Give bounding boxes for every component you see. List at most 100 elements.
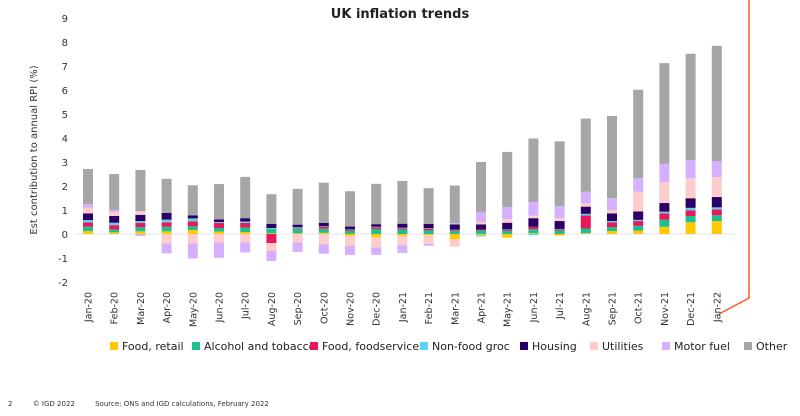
bar-segment-motor-fuel <box>109 210 120 212</box>
bar-segment-utilities <box>161 234 172 244</box>
bar-segment-alcohol-and-tobacco <box>83 226 93 232</box>
legend-swatch <box>744 342 752 350</box>
bar-segment-motor-fuel <box>83 204 93 208</box>
legend-label: Alcohol and tobacco <box>204 340 316 353</box>
x-tick-label: Jun-20 <box>215 292 226 323</box>
source-note: Source: ONS and IGD calculations, Februa… <box>95 400 269 408</box>
x-tick-label: Oct-20 <box>319 292 330 324</box>
legend-swatch <box>520 342 528 350</box>
bar-segment-motor-fuel <box>502 207 513 220</box>
bar-segment-food-foodservice <box>502 229 513 231</box>
bar-segment-food-foodservice <box>345 229 355 231</box>
x-tick-label: Jul-20 <box>241 292 252 320</box>
bar-segment-other <box>528 138 539 203</box>
bar-segment-motor-fuel <box>607 198 617 210</box>
bar-segment-alcohol-and-tobacco <box>607 227 617 232</box>
bar-segment-food-retail <box>292 233 303 234</box>
y-tick-label: 9 <box>62 14 68 25</box>
bar-segment-food-foodservice <box>214 222 224 228</box>
bar-segment-other <box>633 89 644 179</box>
bar-segment-housing <box>659 203 670 212</box>
bar-segment-food-foodservice <box>449 230 460 232</box>
y-tick-label: 6 <box>62 86 68 97</box>
bar-segment-other <box>318 182 329 223</box>
bar-segment-motor-fuel <box>659 163 670 183</box>
bar-segment-non-food-groc <box>476 235 486 237</box>
y-axis-label: Est contribution to annual RPI (%) <box>29 65 40 234</box>
bar-segment-housing <box>476 224 486 230</box>
x-tick-label: Jan-21 <box>398 292 409 323</box>
bar-segment-non-food-groc <box>240 221 251 223</box>
bar-segment-housing <box>685 198 696 208</box>
bar-segment-utilities <box>659 182 670 204</box>
x-tick-label: Jun-21 <box>529 292 540 323</box>
bar-segment-other <box>83 168 93 205</box>
bar-segment-non-food-groc <box>109 222 120 226</box>
bar-segment-alcohol-and-tobacco <box>685 216 696 223</box>
bar-segment-non-food-groc <box>528 234 539 236</box>
x-tick-label: Jan-22 <box>712 292 723 323</box>
bar-segment-food-foodservice <box>554 229 565 231</box>
x-tick-label: Aug-20 <box>267 292 278 326</box>
bar-segment-alcohol-and-tobacco <box>371 228 382 234</box>
legend-swatch <box>310 342 318 350</box>
bar-segment-motor-fuel <box>685 160 696 179</box>
page-number: 2 <box>8 400 13 408</box>
legend-swatch <box>110 342 118 350</box>
bar-segment-utilities <box>83 207 93 214</box>
bar-segment-food-retail <box>528 233 539 234</box>
bar-segment-food-retail <box>476 234 486 236</box>
y-tick-label: 1 <box>62 206 68 217</box>
bar-segment-food-foodservice <box>240 222 251 228</box>
bar-segment-motor-fuel <box>580 191 591 204</box>
bar-segment-housing <box>397 223 408 228</box>
bar-segment-other <box>371 183 382 225</box>
bar-segment-other <box>607 115 617 199</box>
y-tick-label: 0 <box>62 230 68 241</box>
bar-segment-utilities <box>502 219 513 223</box>
legend-swatch <box>420 342 428 350</box>
bar-segment-utilities <box>607 210 617 214</box>
y-tick-label: -2 <box>58 278 68 289</box>
y-tick-label: 4 <box>62 134 68 145</box>
bar-segment-food-foodservice <box>135 222 146 228</box>
x-tick-label: Jul-21 <box>555 292 566 320</box>
bar-segment-food-retail <box>607 231 617 234</box>
bar-segment-food-retail <box>659 226 670 234</box>
bar-segment-housing <box>711 197 722 208</box>
bar-segment-utilities <box>109 211 120 216</box>
legend-swatch <box>590 342 598 350</box>
bar-segment-alcohol-and-tobacco <box>318 228 329 233</box>
legend-label: Utilities <box>602 340 644 353</box>
bar-segment-food-retail <box>135 231 146 234</box>
bar-segment-housing <box>214 219 224 222</box>
bar-segment-housing <box>187 215 198 219</box>
bar-segment-food-retail <box>83 231 93 234</box>
legend-label: Housing <box>532 340 577 353</box>
bar-segment-housing <box>528 218 539 227</box>
bar-segment-housing <box>633 211 644 220</box>
bar-segment-alcohol-and-tobacco <box>397 229 408 234</box>
bar-segment-food-retail <box>502 234 513 238</box>
bar-segment-motor-fuel <box>161 243 172 254</box>
footer: 2 © IGD 2022 Source: ONS and IGD calcula… <box>8 400 287 408</box>
bar-segment-food-retail <box>633 230 644 234</box>
bar-segment-motor-fuel <box>345 246 355 256</box>
bar-segment-housing <box>318 222 329 227</box>
y-tick-label: 7 <box>62 62 68 73</box>
bar-segment-other <box>685 53 696 161</box>
bar-segment-food-retail <box>371 234 382 238</box>
bar-segment-housing <box>554 221 565 229</box>
bar-segment-alcohol-and-tobacco <box>659 219 670 227</box>
y-tick-label: -1 <box>58 254 68 265</box>
bar-segment-housing <box>161 212 172 220</box>
bar-segment-housing <box>83 213 93 221</box>
bar-segment-alcohol-and-tobacco <box>292 228 303 234</box>
bar-segment-food-foodservice <box>659 213 670 220</box>
bar-segment-other <box>161 178 172 213</box>
bar-segment-other <box>109 174 120 210</box>
bar-segment-food-retail <box>266 233 277 234</box>
bar-segment-non-food-groc <box>633 219 644 222</box>
bar-segment-utilities <box>240 234 251 243</box>
x-tick-label: Dec-20 <box>372 292 383 326</box>
